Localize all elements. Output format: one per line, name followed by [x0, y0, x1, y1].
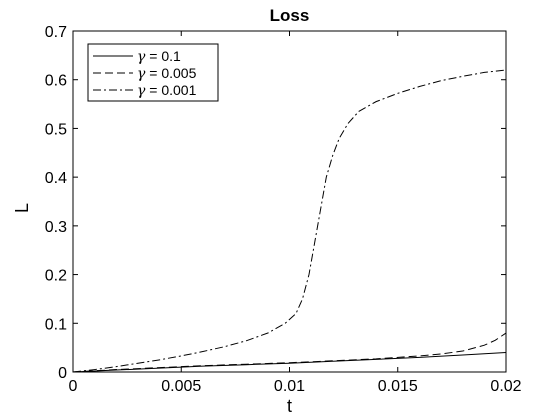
x-axis-label: t — [287, 396, 292, 416]
y-tick-label: 0 — [58, 365, 67, 382]
series-layer — [72, 69, 507, 373]
series-line-3 — [72, 69, 507, 373]
x-tick-label: 0.01 — [274, 378, 305, 395]
legend-gamma-symbol: γ — [137, 49, 146, 65]
legend-gamma-symbol: γ — [137, 66, 146, 82]
y-tick-label: 0.2 — [45, 268, 67, 285]
legend-gamma-symbol: γ — [137, 83, 146, 99]
x-tick-label: 0.015 — [378, 378, 418, 395]
y-tick-label: 0.3 — [45, 219, 67, 236]
y-axis-label: L — [12, 203, 32, 213]
series-line-2 — [72, 332, 507, 373]
legend-label-1: γ = 0.1 — [137, 48, 181, 65]
legend-label-3: γ = 0.001 — [137, 82, 197, 99]
legend-value: = 0.005 — [145, 65, 196, 81]
chart-title: Loss — [270, 6, 310, 25]
x-tick-label: 0 — [69, 378, 78, 395]
y-tick-label: 0.5 — [45, 121, 67, 138]
y-tick-label: 0.6 — [45, 73, 67, 90]
x-tick-label: 0.02 — [490, 378, 521, 395]
y-tick-label: 0.7 — [45, 24, 67, 41]
y-tick-label: 0.1 — [45, 316, 67, 333]
legend-value: = 0.1 — [145, 48, 181, 64]
legend-value: = 0.001 — [145, 82, 196, 98]
y-tick-label: 0.4 — [45, 170, 67, 187]
axis-ticks: 0 0.005 0.01 0.015 0.02 0 0.1 0.2 0.3 0.4 0.5 0.6 0.… — [45, 24, 522, 395]
legend-label-2: γ = 0.005 — [137, 65, 197, 82]
x-tick-label: 0.005 — [161, 378, 201, 395]
